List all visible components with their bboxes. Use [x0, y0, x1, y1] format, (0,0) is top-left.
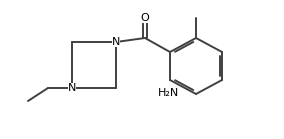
Text: H₂N: H₂N — [157, 88, 179, 98]
Text: N: N — [112, 37, 120, 47]
Text: O: O — [141, 13, 149, 23]
Text: N: N — [68, 83, 76, 93]
